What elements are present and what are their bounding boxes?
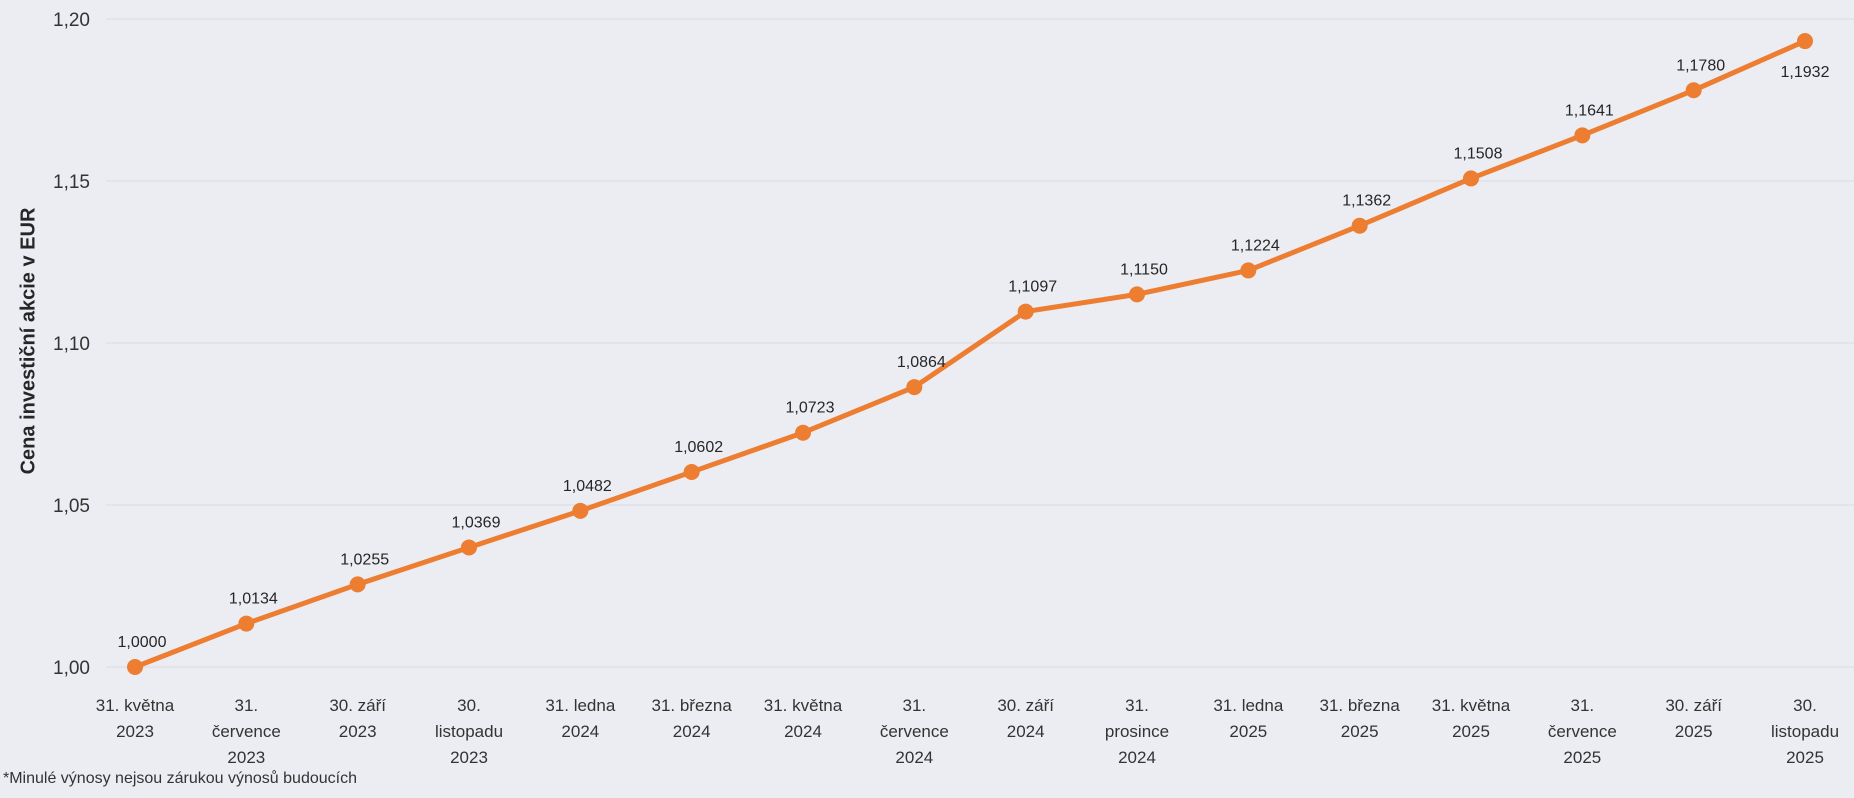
x-axis-tick-label: 31. března 2024 xyxy=(651,696,732,741)
data-point-marker xyxy=(238,615,255,632)
x-axis-tick-label: 31. května 2024 xyxy=(764,696,843,741)
x-axis-tick-label: 30. listopadu 2023 xyxy=(435,696,503,767)
y-axis-title: Cena investiční akcie v EUR xyxy=(17,207,40,475)
data-point-marker xyxy=(1685,82,1702,99)
data-point-label: 1,1932 xyxy=(1781,64,1830,81)
data-point-marker xyxy=(127,659,143,675)
data-point-label: 1,0369 xyxy=(452,514,501,531)
x-axis-tick-label: 30. září 2025 xyxy=(1665,696,1722,741)
footnote: *Minulé výnosy nejsou zárukou výnosů bud… xyxy=(3,770,357,787)
data-point-marker xyxy=(1574,127,1591,144)
y-axis-tick-label: 1,10 xyxy=(53,334,90,355)
x-axis-tick-label: 31. ledna 2024 xyxy=(545,696,615,741)
data-point-marker xyxy=(795,424,811,441)
y-axis-tick-label: 1,15 xyxy=(53,172,90,193)
x-axis-tick-label: 31. července 2025 xyxy=(1548,696,1617,767)
data-point-label: 1,0000 xyxy=(118,634,167,651)
data-point-marker xyxy=(683,463,700,480)
data-point-marker xyxy=(349,576,366,593)
data-point-label: 1,1150 xyxy=(1120,261,1168,278)
data-point-label: 1,0602 xyxy=(674,439,723,456)
data-point-label: 1,1097 xyxy=(1008,279,1057,296)
data-point-marker xyxy=(1351,217,1368,234)
y-axis-tick-label: 1,05 xyxy=(53,496,90,517)
data-point-marker xyxy=(1129,286,1145,303)
data-point-marker xyxy=(1797,33,1813,50)
x-axis-tick-label: 30. listopadu 2025 xyxy=(1771,696,1839,767)
data-point-marker xyxy=(1463,170,1479,187)
x-axis-tick-label: 31. července 2024 xyxy=(880,696,949,767)
data-point-marker xyxy=(1017,303,1034,320)
x-axis-tick-label: 31. ledna 2025 xyxy=(1213,696,1283,741)
data-point-marker xyxy=(906,379,923,396)
data-point-marker xyxy=(572,502,589,519)
data-point-label: 1,0864 xyxy=(897,354,946,371)
x-axis-tick-label: 31. července 2023 xyxy=(212,696,281,767)
data-point-label: 1,1641 xyxy=(1565,102,1614,119)
x-axis-tick-label: 31. března 2025 xyxy=(1319,696,1400,741)
data-point-label: 1,0482 xyxy=(563,478,612,495)
data-point-label: 1,1362 xyxy=(1342,193,1391,210)
y-axis-tick-label: 1,00 xyxy=(53,658,90,679)
x-axis-tick-label: 31. května 2023 xyxy=(96,696,175,741)
data-point-label: 1,1780 xyxy=(1676,57,1725,74)
data-point-label: 1,1224 xyxy=(1231,237,1280,254)
x-axis-tick-label: 31. prosince 2024 xyxy=(1105,696,1169,767)
data-point-marker xyxy=(1240,262,1257,279)
x-axis-tick-label: 31. května 2025 xyxy=(1432,696,1511,741)
data-point-label: 1,0134 xyxy=(229,591,278,608)
y-axis-tick-label: 1,20 xyxy=(53,10,90,31)
x-axis-tick-label: 30. září 2023 xyxy=(329,696,386,741)
data-point-label: 1,0723 xyxy=(786,400,835,417)
data-point-label: 1,0255 xyxy=(340,551,389,568)
series-line xyxy=(132,38,1808,670)
x-axis-tick-label: 30. září 2024 xyxy=(997,696,1054,741)
data-point-marker xyxy=(461,539,477,556)
data-point-label: 1,1508 xyxy=(1454,145,1503,162)
